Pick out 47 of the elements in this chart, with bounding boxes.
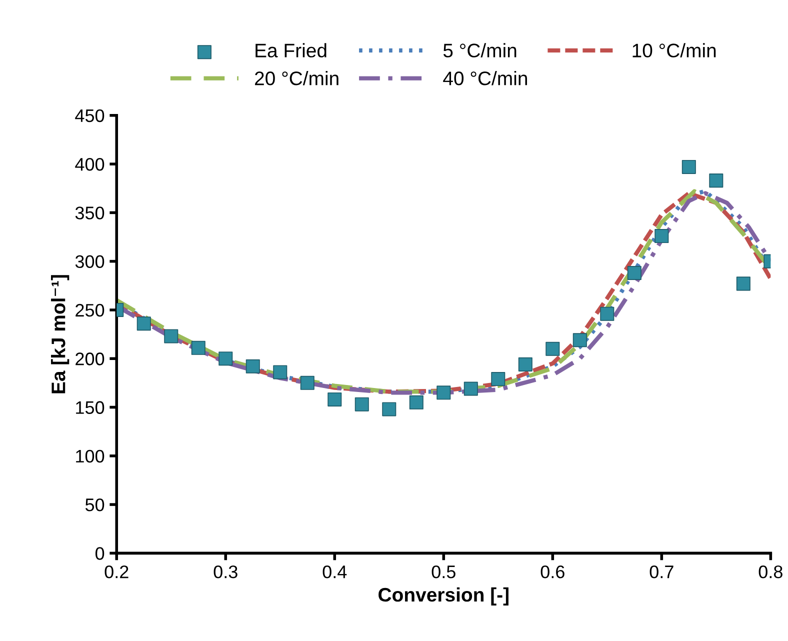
- x-tick-label: 0.4: [322, 565, 347, 578]
- y-tick-label: 100: [76, 450, 104, 463]
- point: [709, 174, 724, 188]
- point: [164, 329, 178, 344]
- point: [627, 266, 642, 280]
- point: [572, 333, 587, 348]
- y-tick-label: 150: [76, 401, 104, 414]
- point: [273, 365, 288, 380]
- x-tick-label: 0.7: [650, 565, 674, 578]
- x-tick-label: 0.2: [104, 565, 128, 578]
- point: [600, 306, 614, 321]
- y-tick-label: 50: [85, 498, 104, 512]
- y-axis-title: Ea [kJ mol⁻¹]: [51, 275, 70, 394]
- point: [382, 402, 396, 416]
- point: [218, 352, 233, 366]
- y-tick-label: 400: [75, 158, 104, 171]
- point: [464, 382, 478, 396]
- point: [246, 359, 260, 374]
- point: [191, 340, 206, 355]
- point: [654, 229, 669, 244]
- legend-label: 5 °C/min: [443, 43, 516, 58]
- point: [354, 397, 369, 412]
- point: [136, 316, 151, 331]
- point: [682, 160, 696, 174]
- x-tick-label: 0.6: [540, 565, 564, 578]
- legend-label: 20 °C/min: [255, 71, 338, 86]
- x-tick-label: 0.5: [432, 565, 456, 578]
- x-tick-label: 0.3: [214, 565, 238, 578]
- point: [518, 357, 532, 372]
- point: [546, 342, 560, 356]
- y-tick-label: 0: [95, 547, 104, 560]
- y-tick-label: 350: [75, 206, 104, 220]
- x-tick-label: 0.8: [758, 565, 782, 578]
- x-axis-title: Conversion [-]: [378, 587, 508, 606]
- y-tick-label: 300: [75, 255, 104, 268]
- point: [436, 386, 451, 400]
- point: [328, 392, 342, 406]
- legend-label: 10 °C/min: [632, 43, 716, 58]
- y-tick-label: 250: [76, 304, 104, 317]
- point: [409, 395, 424, 410]
- point: [736, 276, 750, 291]
- y-tick-label: 200: [76, 352, 104, 366]
- point: [300, 376, 314, 390]
- legend-label: 40 °C/min: [443, 71, 527, 86]
- y-tick-label: 450: [75, 109, 104, 122]
- legend-label: Ea Fried: [256, 43, 326, 58]
- point: [491, 372, 506, 386]
